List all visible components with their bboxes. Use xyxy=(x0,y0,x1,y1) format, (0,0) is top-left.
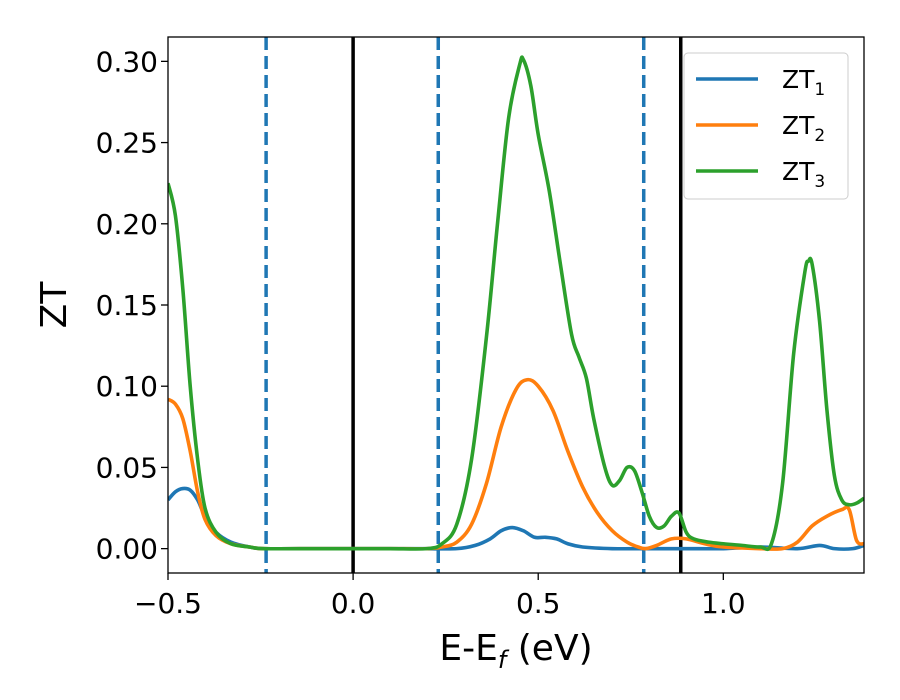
x-tick-label: 0.5 xyxy=(516,587,561,620)
series-line-zt1 xyxy=(168,486,864,551)
axis-ticks: −0.5 0.0 0.5 1.0 0.00 0.05 0.10 0.15 0.20 0.25 0.3… xyxy=(96,45,746,620)
y-tick-label: 0.10 xyxy=(96,370,158,403)
y-tick-label: 0.00 xyxy=(96,533,158,566)
x-tick-label: −0.5 xyxy=(134,587,202,620)
legend-box xyxy=(683,52,849,200)
y-tick-label: 0.20 xyxy=(96,208,158,241)
y-tick-label: 0.05 xyxy=(96,451,158,484)
x-axis-label-unit: (eV) xyxy=(506,628,592,669)
series-line-zt2 xyxy=(168,377,864,551)
x-axis-label: E-Ef (eV) xyxy=(439,628,592,674)
plot-lines xyxy=(168,37,864,573)
x-axis-label-main: E-E xyxy=(439,628,497,669)
y-tick-label: 0.15 xyxy=(96,289,158,322)
x-tick-label: 0.0 xyxy=(331,587,376,620)
legend-label-zt2: ZT2 xyxy=(782,111,825,146)
series-line-zt3 xyxy=(168,55,864,552)
y-axis-label: ZT xyxy=(34,281,75,329)
y-tick-label: 0.30 xyxy=(96,45,158,78)
legend: ZT1 ZT2 ZT3 xyxy=(683,52,849,200)
x-tick-label: 1.0 xyxy=(701,587,746,620)
legend-label-zt1: ZT1 xyxy=(782,65,825,100)
y-tick-label: 0.25 xyxy=(96,127,158,160)
legend-label-zt3: ZT3 xyxy=(782,157,825,192)
